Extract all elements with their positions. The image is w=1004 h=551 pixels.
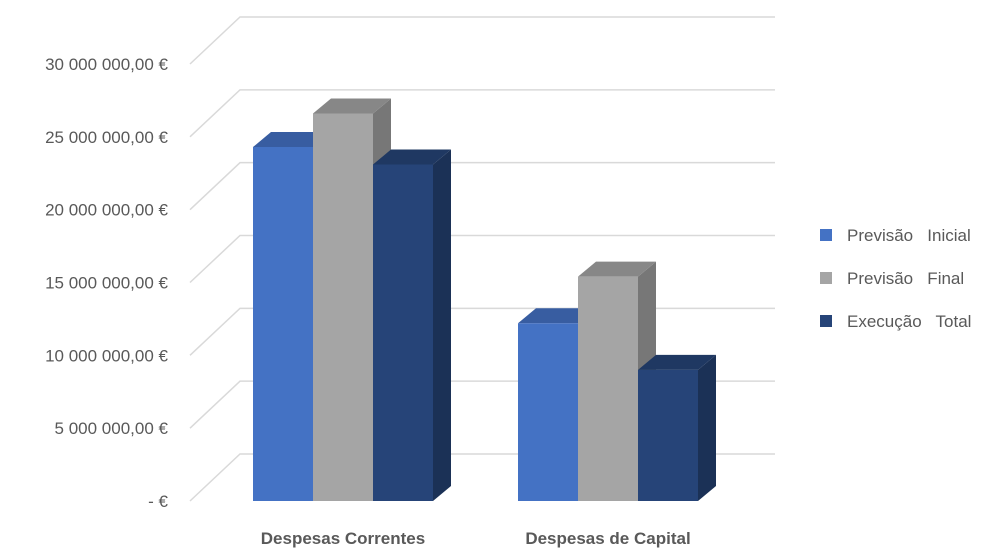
- bar-top: [313, 98, 391, 114]
- category-label-1: Despesas de Capital: [525, 529, 690, 548]
- bar-front: [578, 276, 638, 501]
- bar-1-2: [638, 354, 716, 501]
- y-tick-label-4: 20 000 000,00 €: [45, 201, 168, 220]
- y-tick-label-6: 30 000 000,00 €: [45, 55, 168, 74]
- gridline-4: [189, 161, 775, 211]
- y-tick-label-5: 25 000 000,00 €: [45, 128, 168, 147]
- bar-top: [253, 132, 331, 148]
- bar-side: [698, 354, 716, 501]
- category-label-0: Despesas Correntes: [261, 529, 425, 548]
- bar-front: [253, 147, 313, 501]
- legend-label-0: Previsão Inicial: [847, 226, 971, 245]
- gridline-5: [189, 89, 775, 138]
- y-tick-label-2: 10 000 000,00 €: [45, 346, 168, 365]
- bar-top: [578, 261, 656, 277]
- bar-front: [313, 113, 373, 501]
- y-tick-label-1: 5 000 000,00 €: [55, 419, 169, 438]
- y-tick-label-0: - €: [148, 492, 168, 511]
- legend-label-2: Execução Total: [847, 312, 971, 331]
- bar-front: [518, 323, 578, 501]
- bar-top: [373, 149, 451, 165]
- legend-swatch-2: [820, 315, 832, 327]
- bar-front: [373, 164, 433, 501]
- bar-front: [638, 369, 698, 501]
- bar-top: [518, 308, 596, 324]
- gridline-3: [189, 234, 775, 284]
- legend-swatch-1: [820, 272, 832, 284]
- legend-swatch-0: [820, 229, 832, 241]
- y-tick-label-3: 15 000 000,00 €: [45, 274, 168, 293]
- bar-0-2: [373, 149, 451, 501]
- legend-label-1: Previsão Final: [847, 269, 964, 288]
- gridline-6: [189, 16, 775, 65]
- bar-top: [638, 354, 716, 370]
- bar-side: [433, 149, 451, 501]
